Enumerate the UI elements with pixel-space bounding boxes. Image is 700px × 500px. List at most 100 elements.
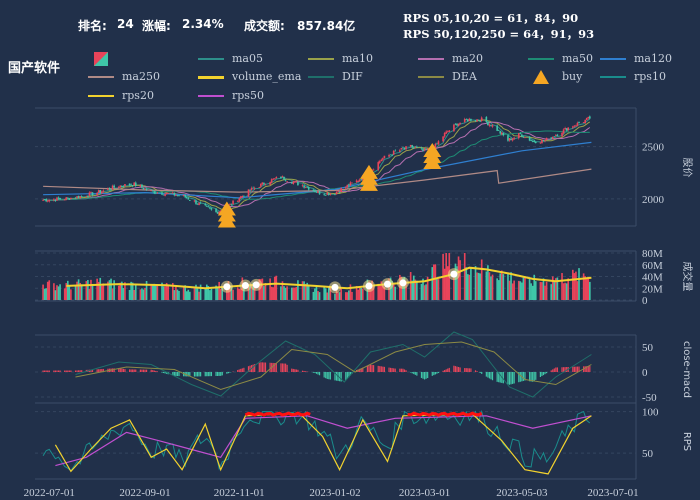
volume-buy-dot (365, 282, 373, 290)
rank-value: 24 (117, 17, 134, 31)
candle-body (303, 185, 305, 188)
candle-body (502, 133, 505, 136)
macd-hist-bar (454, 366, 457, 372)
macd-hist-bar (323, 372, 325, 378)
macd-hist-bar (206, 372, 208, 377)
volume-bar (487, 265, 489, 300)
candle-body (542, 140, 545, 141)
candle-body (184, 194, 186, 198)
candle-body (68, 198, 71, 200)
macd-hist-bar (444, 370, 446, 372)
candle-body (301, 185, 304, 187)
candle-body (416, 146, 418, 148)
volume-bar (392, 283, 395, 300)
candle-body (500, 132, 503, 135)
volume-bar (443, 268, 446, 300)
candle-body (53, 199, 55, 201)
rps-axis-label: RPS (681, 432, 692, 451)
macd-hist-bar (172, 372, 174, 376)
volume-bar (541, 282, 543, 300)
volume-bar (562, 283, 565, 300)
candle-body (508, 138, 511, 141)
candle-body (216, 211, 219, 214)
macd-hist-bar (78, 370, 80, 372)
volume-bar (173, 290, 176, 300)
volume-bar (204, 288, 207, 300)
volume-bar (70, 289, 72, 300)
volume-bar (161, 282, 163, 300)
legend-label: ma50 (562, 52, 593, 65)
volume-bar (102, 283, 105, 300)
candle-body (456, 123, 458, 126)
volume-bar (394, 286, 397, 300)
macd-hist-bar (464, 368, 466, 372)
macd-hist-bar (380, 366, 382, 372)
volume-bar (57, 286, 60, 300)
macd-hist-bar (64, 370, 66, 372)
candle-legend-icon (94, 52, 108, 66)
volume-bar (585, 277, 588, 300)
macd-hist-bar (476, 371, 478, 372)
candle-body (133, 182, 136, 186)
volume-bar (383, 286, 386, 300)
candle-body (79, 196, 81, 199)
volume-bar (236, 287, 239, 300)
volume-bar (315, 285, 318, 300)
macd-hist-bar (410, 372, 412, 373)
volume-bar (117, 285, 120, 300)
rps-high-band (244, 411, 311, 417)
volume-bar (466, 274, 469, 300)
legend-swatch-ma50 (528, 58, 554, 60)
volume-buy-dot (384, 280, 391, 288)
candle-body (402, 147, 404, 149)
macd-hist-bar (269, 362, 271, 372)
candle-body (119, 185, 122, 188)
volume-bar (65, 283, 68, 300)
candle-body (80, 196, 83, 197)
candle-body (442, 136, 444, 142)
macd-hist-bar (550, 370, 552, 372)
volume-bar (551, 276, 554, 300)
macd-hist-bar (399, 368, 401, 372)
macd-hist-bar (507, 372, 509, 385)
candle-body (195, 200, 197, 204)
volume-bar (56, 285, 58, 300)
candle-body (164, 193, 166, 196)
volume-bar (260, 279, 262, 300)
candle-body (530, 139, 532, 141)
volume-bar (134, 283, 137, 300)
candle-body (541, 139, 543, 144)
volume-bar (329, 287, 332, 300)
candle-body (551, 136, 554, 139)
macd-hist-bar (575, 366, 577, 372)
macd-hist-bar (210, 372, 213, 377)
macd-hist-bar (481, 372, 483, 374)
candle-body (167, 193, 170, 195)
candle-body (59, 197, 61, 200)
dea-line (75, 341, 592, 391)
macd-hist-bar (512, 372, 514, 384)
candle-body (207, 206, 210, 208)
candle-body (74, 197, 77, 199)
candle-body (349, 182, 352, 186)
x-tick-label: 2022-09-01 (119, 487, 170, 499)
candle-body (46, 200, 49, 202)
candle-body (329, 193, 332, 195)
volume-bar (286, 286, 288, 300)
legend-swatch-ma20 (418, 58, 444, 60)
macd-hist-bar (528, 372, 531, 382)
candle-body (584, 119, 587, 124)
macd-hist-bar (518, 372, 520, 383)
candle-body (425, 149, 427, 150)
volume-bar (110, 278, 112, 300)
volume-bar (303, 281, 305, 300)
volume-bar (337, 292, 339, 300)
volume-bar (349, 284, 352, 300)
volume-bar (144, 288, 146, 300)
volume-bar (587, 276, 590, 300)
macd-hist-bar (487, 372, 489, 378)
candle-body (403, 147, 406, 149)
macd-hist-bar (345, 372, 347, 381)
macd-hist-bar (295, 369, 297, 372)
macd-hist-bar (166, 372, 168, 374)
